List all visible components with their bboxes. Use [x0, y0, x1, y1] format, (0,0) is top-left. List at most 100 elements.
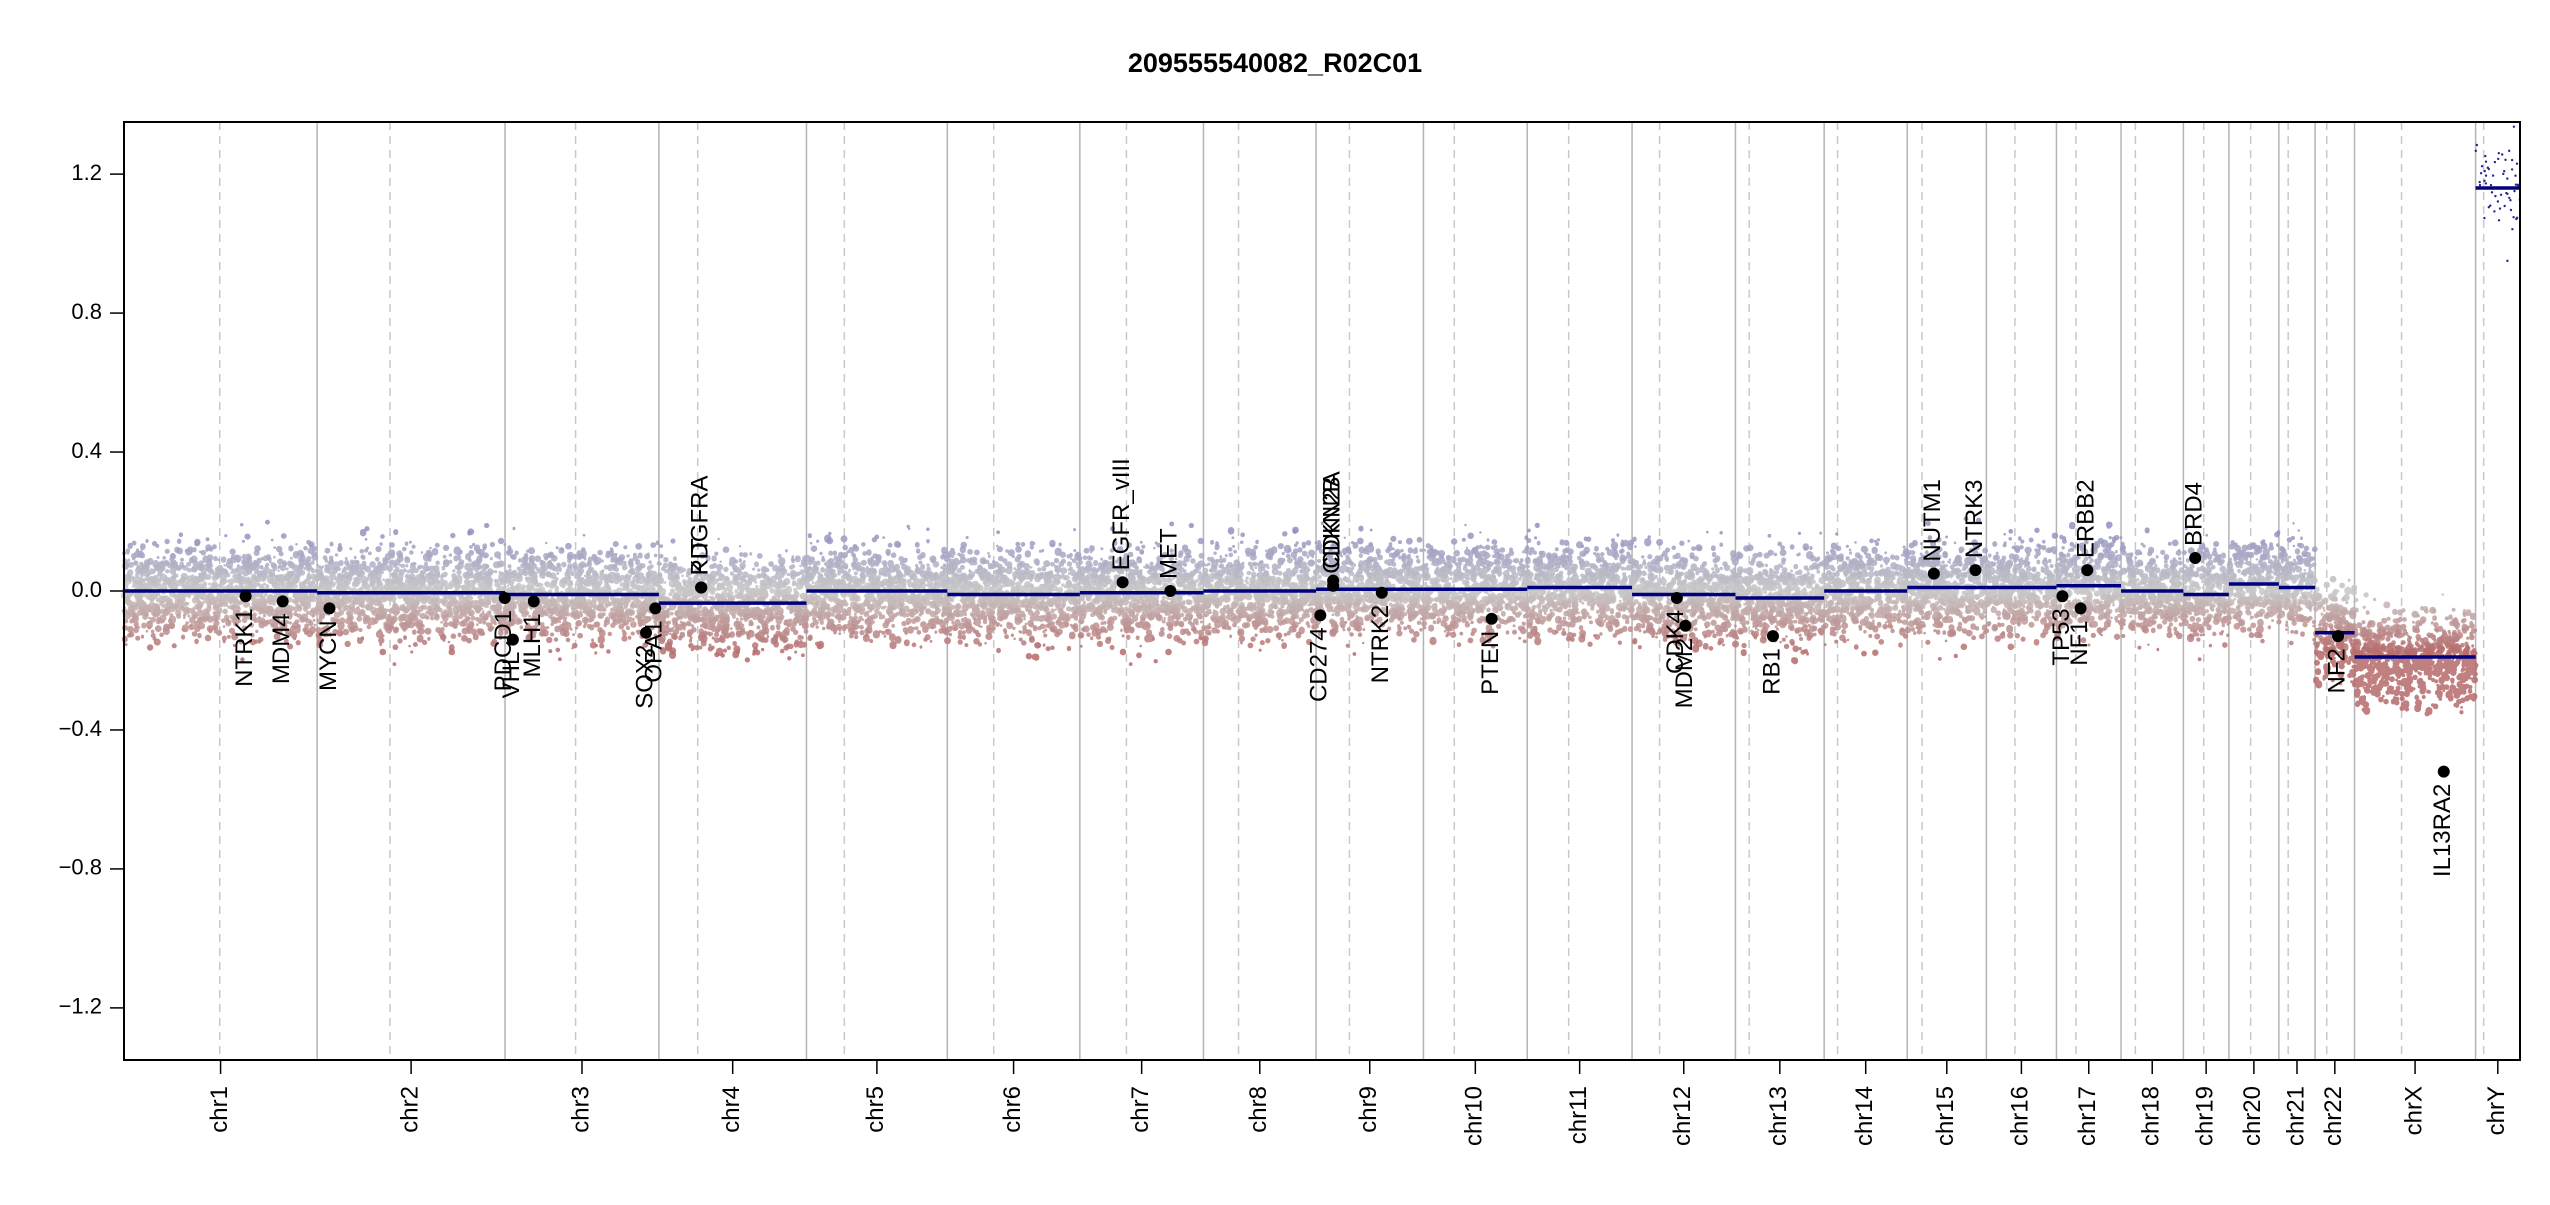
chrom-label-chr11: chr11: [1565, 1086, 1592, 1144]
y-tick-label: 0.0: [71, 577, 102, 602]
chrom-label-chrX: chrX: [2400, 1086, 2427, 1135]
probe-points: [193, 619, 2422, 628]
probe-points: [122, 549, 2309, 558]
gene-marker-BRD4: [2189, 551, 2202, 564]
gene-marker-NTRK3: [1969, 564, 1982, 577]
chrom-label-chr10: chr10: [1461, 1086, 1488, 1146]
probe-points: [127, 559, 2317, 569]
probe-points: [136, 563, 2289, 573]
chrom-label-chr19: chr19: [2191, 1086, 2218, 1146]
chart-title: 209555540082_R02C01: [1128, 48, 1422, 78]
chrom-label-chr1: chr1: [206, 1086, 233, 1133]
gene-label-PDGFRA: PDGFRA: [686, 476, 713, 576]
chrom-label-chr5: chr5: [862, 1086, 889, 1133]
segments-layer: [124, 186, 2520, 659]
probe-points: [123, 616, 2466, 626]
gene-marker-MDM4: [276, 595, 289, 608]
gene-marker-RB1: [1767, 630, 1780, 643]
gene-marker-EGFR_vIII: [1116, 576, 1129, 589]
probe-points: [124, 616, 2467, 625]
probe-points: [156, 605, 2319, 614]
probe-points: [145, 537, 2266, 545]
probe-points: [571, 644, 2471, 652]
chrom-label-chr8: chr8: [1245, 1086, 1272, 1133]
probe-points: [143, 583, 2358, 593]
gene-label-IL13RA2: IL13RA2: [2429, 784, 2456, 877]
probe-points: [257, 635, 2460, 644]
y-axis: −1.2 −0.8 −0.4 0.0 0.4 0.8 1.2: [59, 160, 124, 1019]
probe-points: [164, 537, 2116, 547]
chrom-label-chr15: chr15: [1932, 1086, 1959, 1146]
probe-points: [133, 626, 2478, 635]
gene-marker-SOX2: [640, 626, 653, 639]
chrom-label-chr20: chr20: [2239, 1086, 2266, 1146]
probe-points: [707, 645, 2457, 653]
gene-label-CD274: CD274: [1306, 627, 1333, 702]
chrom-label-chr22: chr22: [2320, 1086, 2347, 1146]
probe-points: [164, 547, 2301, 556]
gene-label-TP53: TP53: [2048, 608, 2075, 665]
probe-points: [133, 558, 2302, 567]
chrom-label-chrY: chrY: [2483, 1086, 2510, 1135]
gene-label-MLH1: MLH1: [519, 613, 546, 677]
probe-points: [606, 647, 2467, 656]
probe-points: [124, 588, 2338, 598]
gene-label-SOX2: SOX2: [631, 645, 658, 709]
probe-points: [162, 624, 2470, 634]
chrom-label-chr4: chr4: [718, 1086, 745, 1133]
probe-points: [378, 636, 2444, 644]
gene-marker-IL13RA2: [2437, 765, 2450, 778]
probe-points: [251, 575, 2228, 584]
chrom-label-chr6: chr6: [999, 1086, 1026, 1133]
chrom-label-chr14: chr14: [1851, 1086, 1878, 1146]
gene-label-BRD4: BRD4: [2181, 482, 2208, 546]
y-tick-label: −1.2: [59, 994, 102, 1019]
chrom-label-chr17: chr17: [2074, 1086, 2101, 1146]
gene-marker-CDKN2B: [1327, 579, 1340, 592]
chrom-label-chr2: chr2: [396, 1086, 423, 1133]
probe-points: [379, 640, 2431, 648]
gene-label-EGFR_vIII: EGFR_vIII: [1108, 458, 1135, 570]
probe-points: [1227, 527, 2301, 535]
gene-marker-NF1: [2074, 602, 2087, 615]
probe-points: [132, 612, 2453, 622]
gene-label-NTRK1: NTRK1: [231, 608, 258, 687]
probe-points-layer: [121, 125, 2522, 717]
gene-marker-NF2: [2332, 630, 2345, 643]
y-tick-label: 0.8: [71, 299, 102, 324]
gene-marker-VHL: [506, 633, 519, 646]
probe-points: [548, 647, 2460, 655]
probe-points: [136, 599, 2317, 609]
gene-marker-MDM2: [1679, 619, 1692, 632]
gene-marker-KIT: [695, 581, 708, 594]
gene-marker-PTEN: [1485, 612, 1498, 625]
y-tick-label: 0.4: [71, 438, 102, 463]
probe-points: [133, 586, 2352, 596]
gene-label-CDKN2B: CDKN2B: [1318, 476, 1345, 573]
y-tick-label: −0.8: [59, 855, 102, 880]
gene-marker-MET: [1164, 585, 1177, 597]
gene-marker-CDK4: [1670, 591, 1683, 604]
probe-points: [122, 556, 2312, 565]
probe-points: [594, 649, 2478, 657]
gene-label-MDM4: MDM4: [268, 613, 295, 684]
probe-points: [121, 634, 2459, 643]
chrom-label-chr12: chr12: [1669, 1086, 1696, 1146]
probe-points: [828, 531, 2006, 537]
gene-label-NTRK2: NTRK2: [1367, 605, 1394, 684]
probe-points: [140, 593, 2350, 602]
probe-points: [690, 645, 2445, 654]
probe-points: [121, 606, 2437, 616]
probe-points: [136, 608, 2472, 618]
gene-label-NUTM1: NUTM1: [1919, 479, 1946, 562]
probe-points: [2474, 125, 2522, 263]
probe-points: [447, 638, 2445, 646]
gene-label-NTRK3: NTRK3: [1961, 479, 1988, 558]
probe-points: [126, 575, 2351, 585]
y-tick-label: −0.4: [59, 716, 102, 741]
gene-label-VHL: VHL: [498, 652, 525, 699]
probe-points: [127, 567, 2293, 577]
probe-points: [122, 623, 2469, 632]
probe-points: [127, 631, 2398, 640]
